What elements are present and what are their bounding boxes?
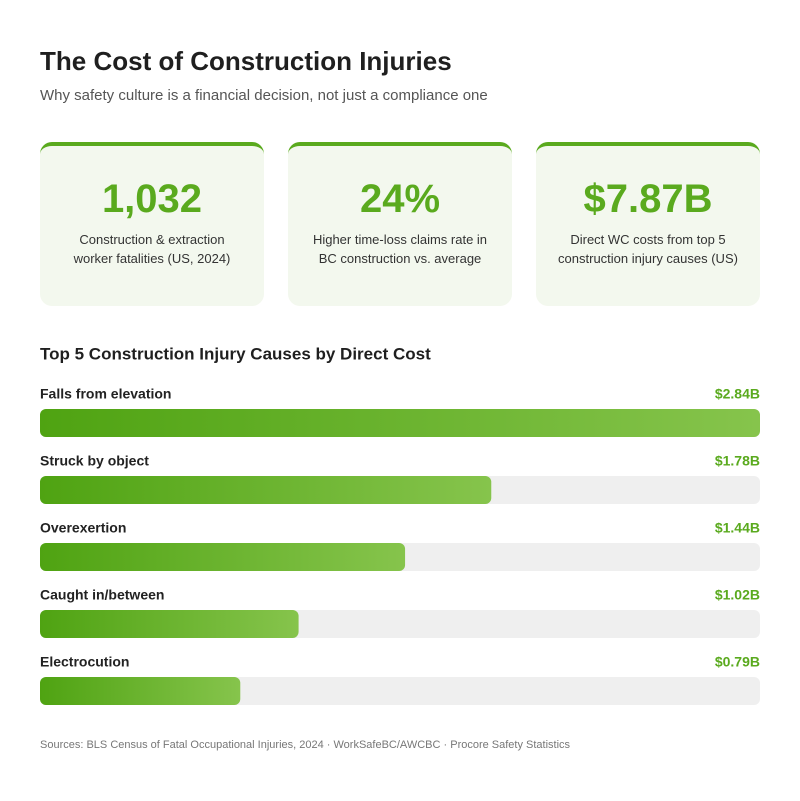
stat-card: 1,032 Construction & extraction worker fa… bbox=[40, 142, 264, 306]
bar bbox=[40, 610, 299, 638]
value-label: $1.78B bbox=[715, 453, 760, 469]
value-label: $1.02B bbox=[715, 587, 760, 603]
chart-title: Top 5 Construction Injury Causes by Dire… bbox=[40, 344, 431, 363]
stat-value: 24% bbox=[359, 177, 441, 221]
bar bbox=[40, 476, 492, 504]
stat-label: Higher time-loss claims rate in BC const… bbox=[312, 232, 488, 266]
category-label: Overexertion bbox=[40, 520, 126, 536]
subtitle: Why safety culture is a financial decisi… bbox=[40, 87, 488, 104]
bar bbox=[40, 543, 406, 571]
value-label: $2.84B bbox=[715, 386, 760, 402]
value-label: $1.44B bbox=[715, 520, 760, 536]
category-label: Electrocution bbox=[40, 654, 129, 670]
bar bbox=[40, 409, 760, 437]
stat-value: 1,032 bbox=[101, 177, 203, 221]
category-label: Struck by object bbox=[40, 453, 149, 469]
chart: Top 5 Construction Injury Causes by Dire… bbox=[40, 344, 760, 705]
value-label: $0.79B bbox=[715, 654, 760, 670]
title: The Cost of Construction Injuries bbox=[40, 46, 452, 76]
stat-card: $7.87B Direct WC costs from top 5 constru… bbox=[536, 142, 760, 306]
sources: Sources: BLS Census of Fatal Occupationa… bbox=[40, 739, 571, 751]
bar bbox=[40, 677, 241, 705]
stat-value: $7.87B bbox=[583, 177, 713, 221]
category-label: Falls from elevation bbox=[40, 386, 171, 402]
category-label: Caught in/between bbox=[40, 587, 164, 603]
stat-label: Construction & extraction worker fatalit… bbox=[73, 232, 231, 266]
stat-label: Direct WC costs from top 5 construction … bbox=[558, 232, 738, 266]
stat-card: 24% Higher time-loss claims rate in BC co… bbox=[288, 142, 512, 306]
